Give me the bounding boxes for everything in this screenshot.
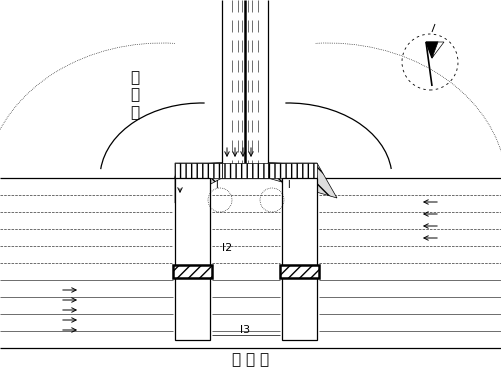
- Polygon shape: [175, 163, 222, 203]
- Text: l: l: [287, 180, 290, 190]
- Bar: [222, 163, 268, 178]
- Bar: [175, 178, 210, 340]
- Polygon shape: [268, 163, 337, 198]
- Polygon shape: [432, 42, 444, 58]
- Polygon shape: [426, 42, 438, 58]
- Text: 相
交
路: 相 交 路: [130, 70, 140, 120]
- Bar: [268, 163, 317, 178]
- Text: l3: l3: [240, 325, 250, 335]
- Text: l2: l2: [222, 243, 232, 253]
- Text: l: l: [215, 180, 218, 190]
- Bar: [173, 265, 212, 278]
- Bar: [175, 163, 222, 178]
- Text: 主 干 路: 主 干 路: [232, 352, 270, 367]
- Bar: [282, 178, 317, 340]
- Bar: [280, 265, 319, 278]
